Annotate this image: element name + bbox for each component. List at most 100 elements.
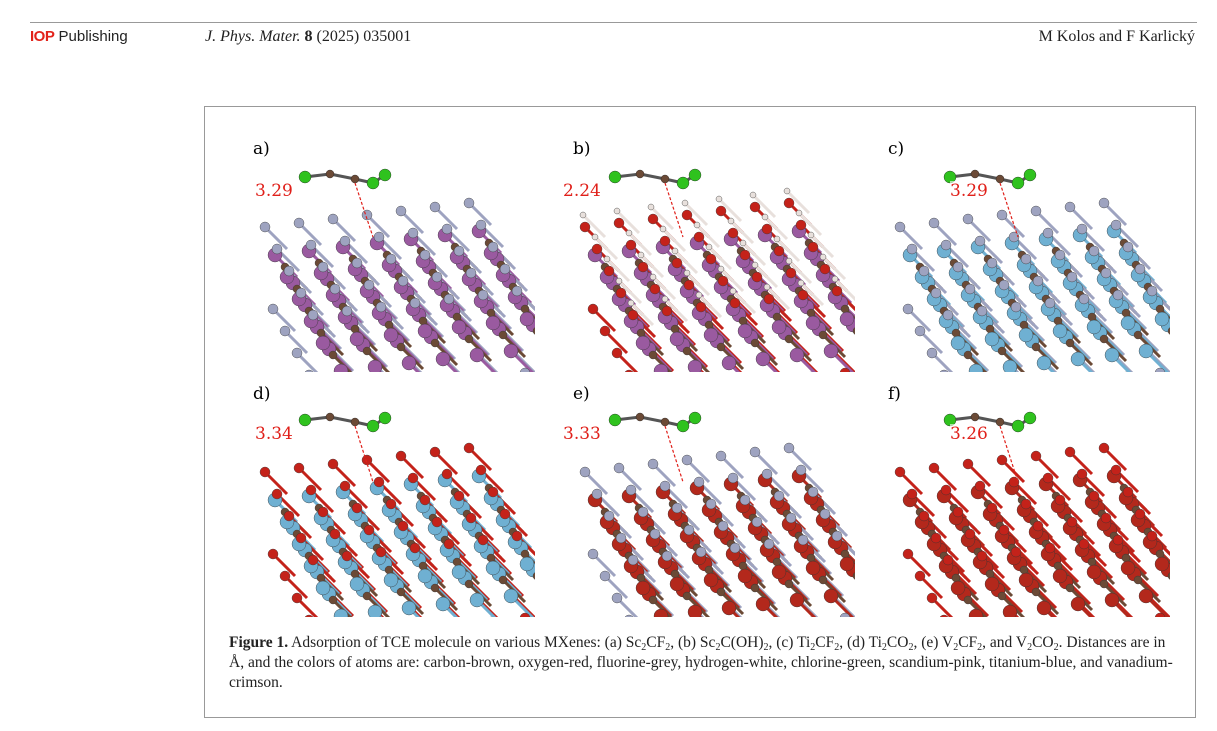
atom — [783, 442, 795, 454]
atom — [305, 239, 317, 251]
atom — [1065, 583, 1075, 593]
caption-segment: 2 — [977, 642, 983, 653]
atom — [671, 257, 683, 269]
atom — [963, 595, 973, 605]
atom — [683, 269, 691, 277]
atom — [894, 466, 906, 478]
molecule-atom — [366, 176, 380, 190]
running-authors: M Kolos and F Karlický — [1038, 28, 1195, 45]
atom — [942, 554, 954, 566]
atom — [430, 338, 440, 348]
atom — [1104, 592, 1120, 608]
bond — [629, 301, 655, 327]
atom — [327, 458, 339, 470]
bond — [719, 267, 745, 293]
atom — [819, 508, 831, 520]
atom — [789, 347, 805, 363]
atom — [682, 346, 692, 356]
atom — [705, 498, 717, 510]
atom — [928, 217, 940, 229]
atom — [727, 227, 739, 239]
atom — [615, 532, 627, 544]
atom — [519, 311, 535, 327]
atom — [930, 287, 942, 299]
atom — [1088, 490, 1100, 502]
atom — [963, 350, 973, 360]
bond — [785, 189, 811, 215]
atom — [906, 488, 918, 500]
molecule-atom — [970, 169, 980, 179]
molecule-atom — [350, 174, 360, 184]
atom — [1086, 564, 1102, 580]
atom — [615, 287, 627, 299]
molecule-atom — [298, 170, 312, 184]
atom — [375, 546, 387, 558]
caption-segment: 2 — [641, 642, 647, 653]
atom — [469, 347, 485, 363]
bond — [617, 279, 643, 305]
atom — [976, 305, 988, 317]
atom — [443, 538, 455, 550]
atom — [1120, 560, 1136, 576]
atom — [682, 591, 692, 601]
atom — [349, 331, 365, 347]
bond — [799, 281, 825, 307]
atom — [267, 303, 279, 315]
atom — [1076, 223, 1088, 235]
molecule-atom — [1011, 419, 1025, 433]
atom — [485, 560, 501, 576]
atom — [1099, 579, 1109, 589]
atom — [407, 472, 419, 484]
atom — [1066, 516, 1078, 528]
atom — [475, 464, 487, 476]
molecule-atom — [1023, 168, 1037, 182]
atom — [974, 235, 986, 247]
atom — [463, 197, 475, 209]
atom — [649, 283, 661, 295]
atom — [926, 347, 938, 359]
atom — [717, 520, 729, 532]
atom — [795, 209, 803, 217]
atom — [785, 257, 793, 265]
atom — [579, 211, 587, 219]
atom — [351, 257, 363, 269]
atom — [649, 273, 657, 281]
journal-citation: J. Phys. Mater. 8 (2025) 035001 — [205, 28, 411, 46]
atom — [1053, 561, 1063, 571]
atom — [591, 488, 603, 500]
bond — [661, 227, 687, 253]
atom — [317, 506, 329, 518]
bond — [787, 259, 813, 285]
figure-1: a) 3.29 b) 2.24 c) 3.29 d) 3.34 e) 3.33 f) 3.26 Fig… — [204, 106, 1204, 718]
atom — [670, 324, 680, 334]
atom — [1042, 227, 1054, 239]
atom — [985, 569, 995, 579]
atom — [749, 191, 757, 199]
atom — [715, 195, 723, 203]
atom — [397, 520, 409, 532]
atom — [419, 494, 431, 506]
atom — [1078, 293, 1090, 305]
atom — [693, 221, 701, 229]
atom — [579, 221, 591, 233]
molecule-atom — [676, 419, 690, 433]
atom — [831, 285, 843, 297]
panel-label: c) — [888, 139, 905, 159]
caption-segment: , (e) V — [913, 634, 954, 651]
atom — [763, 538, 775, 550]
atom — [350, 324, 360, 334]
atom — [475, 219, 487, 231]
bond — [797, 211, 823, 237]
atom — [611, 347, 623, 359]
atom — [659, 480, 671, 492]
atom — [795, 464, 807, 476]
molecule-atom — [635, 412, 645, 422]
distance-label: 3.34 — [255, 424, 293, 444]
atom — [964, 528, 976, 540]
atom — [1052, 323, 1068, 339]
atom — [441, 468, 453, 480]
bond — [639, 415, 666, 424]
atom — [271, 243, 283, 255]
atom — [499, 263, 511, 275]
atom — [773, 245, 785, 257]
